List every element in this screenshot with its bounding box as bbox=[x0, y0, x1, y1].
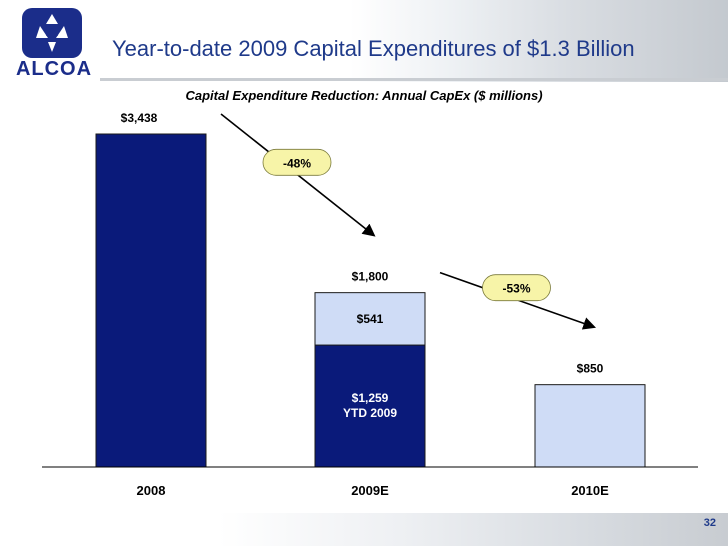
change-callout-1 bbox=[262, 148, 332, 176]
footer-bar: 32 bbox=[0, 513, 728, 546]
change-callout-label-1: -48% bbox=[283, 156, 311, 170]
bar-2009E-series-1 bbox=[314, 292, 426, 346]
chart-title: Capital Expenditure Reduction: Annual Ca… bbox=[185, 88, 543, 103]
logo-mark-icon bbox=[36, 14, 68, 52]
x-tick-label-2010E: 2010E bbox=[571, 483, 609, 498]
data-label-2009E-series-0: $1,259 bbox=[352, 391, 389, 405]
change-callout-2 bbox=[482, 274, 551, 302]
data-label-2009E-series-1: $541 bbox=[357, 312, 384, 326]
total-label-2009E: $1,800 bbox=[352, 270, 389, 284]
bar-2010E-series-1 bbox=[534, 384, 646, 468]
change-callout-label-2: -53% bbox=[502, 282, 530, 296]
header-banner bbox=[0, 0, 728, 82]
total-label-2010E: $850 bbox=[577, 362, 604, 376]
logo-wordmark: ALCOA bbox=[15, 58, 93, 80]
header-rule bbox=[100, 78, 728, 81]
data-sublabel-2009E: YTD 2009 bbox=[343, 406, 397, 420]
x-tick-label-2008: 2008 bbox=[137, 483, 166, 498]
alcoa-logo-icon bbox=[22, 8, 82, 58]
x-tick-label-2009E: 2009E bbox=[351, 483, 389, 498]
slide-title: Year-to-date 2009 Capital Expenditures o… bbox=[112, 36, 635, 61]
bar-2009E-series-0 bbox=[314, 344, 426, 468]
data-label-2008: $3,438 bbox=[121, 111, 158, 125]
bar-2008-series-0 bbox=[95, 133, 207, 468]
page-number: 32 bbox=[703, 517, 716, 529]
